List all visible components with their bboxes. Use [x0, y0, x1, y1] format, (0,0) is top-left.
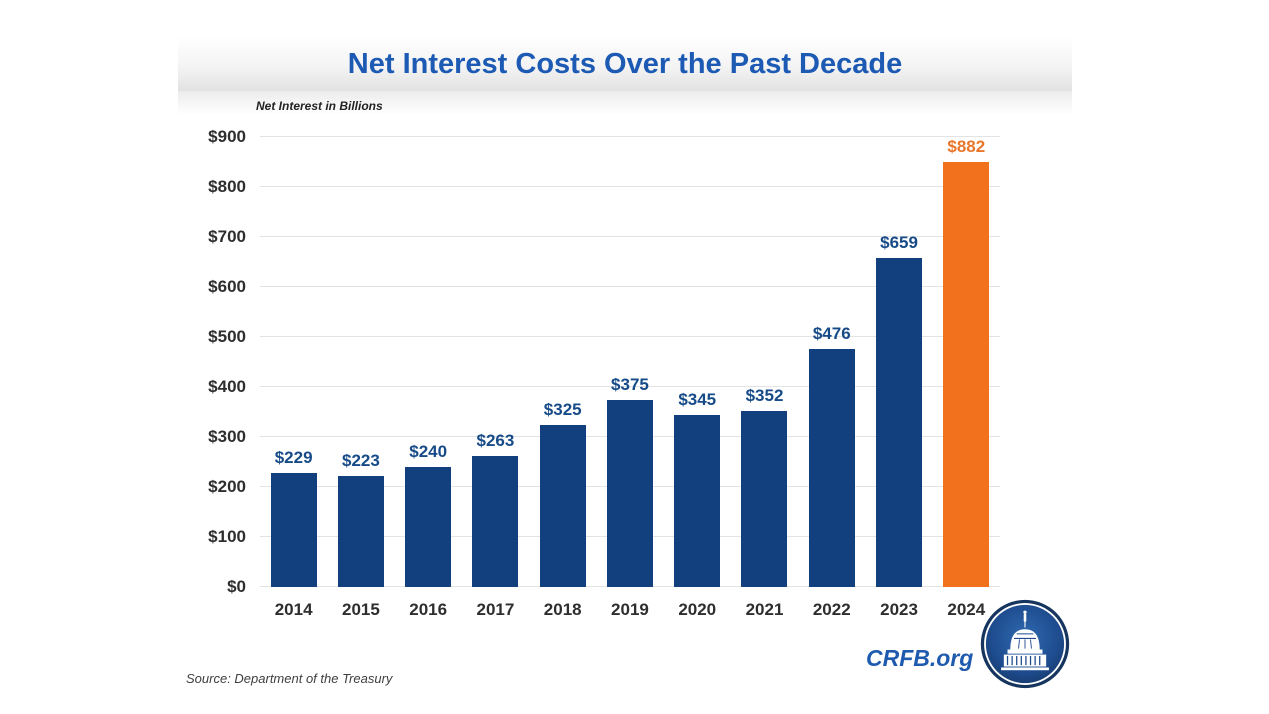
bar-value-label: $476 — [812, 324, 851, 343]
bar-value-label: $882 — [947, 137, 986, 156]
x-axis-label: 2014 — [274, 600, 313, 619]
bar-slot-2014: $229 — [260, 137, 327, 587]
y-axis-tick-label: $400 — [208, 377, 246, 396]
bar-2022 — [808, 349, 855, 587]
bars-row: $229 $223 $240 $263 $325 $375 $345 $352 $476 $659… — [260, 137, 1000, 587]
gridline — [260, 386, 1000, 387]
bar-2015 — [337, 475, 384, 587]
y-axis-tick-label: $700 — [208, 227, 246, 246]
bar-slot-2024: $882 — [933, 137, 1000, 587]
bar-value-label: $659 — [880, 232, 918, 252]
bar-value-label: $263 — [476, 430, 515, 450]
y-axis-tick-label: $900 — [208, 127, 246, 146]
bar-2016 — [405, 467, 452, 587]
bar-slot-2017: $263 — [462, 137, 529, 587]
bar-2024 — [943, 162, 990, 587]
x-axis-label: 2017 — [476, 600, 515, 619]
bar-slot-2018: $325 — [529, 137, 596, 587]
x-axis-label: 2016 — [409, 600, 448, 619]
gridline — [260, 236, 1000, 237]
y-axis-tick-label: $200 — [208, 477, 246, 496]
chart-title: Net Interest Costs Over the Past Decade — [347, 48, 903, 80]
x-axis-label: 2021 — [745, 600, 784, 619]
x-axis-row: 2014 2015 2016 2017 2018 2019 2020 2021 2022 2023… — [260, 600, 1000, 620]
bar-2023 — [876, 257, 923, 587]
y-axis-tick-label: $300 — [208, 427, 246, 447]
bar-value-label: $352 — [745, 386, 784, 405]
bar-2017 — [472, 455, 519, 587]
x-axis-label: 2022 — [812, 600, 851, 619]
y-axis-tick-label: $600 — [208, 277, 246, 297]
gridline — [260, 186, 1000, 187]
bar-slot-2021: $352 — [731, 137, 798, 587]
gridline — [260, 286, 1000, 288]
x-axis-label: 2015 — [341, 600, 380, 619]
x-axis-label: 2020 — [678, 600, 717, 619]
bar-2014 — [270, 472, 317, 587]
x-axis-label: 2023 — [880, 600, 918, 619]
bar-slot-2023: $659 — [865, 137, 932, 587]
x-axis-label: 2024 — [947, 600, 986, 619]
bar-2021 — [741, 411, 788, 587]
y-axis-tick-label: $800 — [208, 177, 246, 196]
gridline — [260, 136, 1000, 137]
x-axis-label: 2019 — [611, 600, 649, 619]
source-note: Source: Department of the Treasury — [186, 671, 393, 686]
bar-value-label: $223 — [341, 450, 380, 470]
bar-slot-2016: $240 — [395, 137, 462, 587]
crfb-capitol-logo-icon — [980, 599, 1070, 689]
bar-2019 — [606, 399, 653, 587]
bar-slot-2015: $223 — [327, 137, 394, 587]
bar-value-label: $325 — [543, 399, 582, 419]
bar-2020 — [674, 414, 721, 587]
title-band: Net Interest Costs Over the Past Decade — [178, 36, 1072, 115]
bar-slot-2020: $345 — [664, 137, 731, 587]
bar-2018 — [539, 424, 586, 587]
bar-value-label: $229 — [274, 447, 313, 467]
y-axis-units-note: Net Interest in Billions — [256, 99, 383, 113]
bar-value-label: $240 — [409, 442, 448, 461]
x-axis-label: 2018 — [543, 600, 582, 619]
slide: Net Interest Costs Over the Past Decade … — [178, 0, 1072, 714]
bar-value-label: $345 — [678, 389, 717, 409]
plot-area: $229 $223 $240 $263 $325 $375 $345 $352 $476 $659… — [208, 127, 1000, 596]
bar-slot-2019: $375 — [596, 137, 663, 587]
gridline — [260, 336, 1000, 337]
bar-value-label: $375 — [611, 374, 649, 394]
bar-slot-2022: $476 — [798, 137, 865, 587]
brand-text: CRFB.org — [866, 645, 974, 671]
y-axis-tick-label: $0 — [227, 577, 246, 596]
y-axis-tick-label: $500 — [208, 327, 246, 346]
y-axis-tick-label: $100 — [208, 527, 246, 546]
